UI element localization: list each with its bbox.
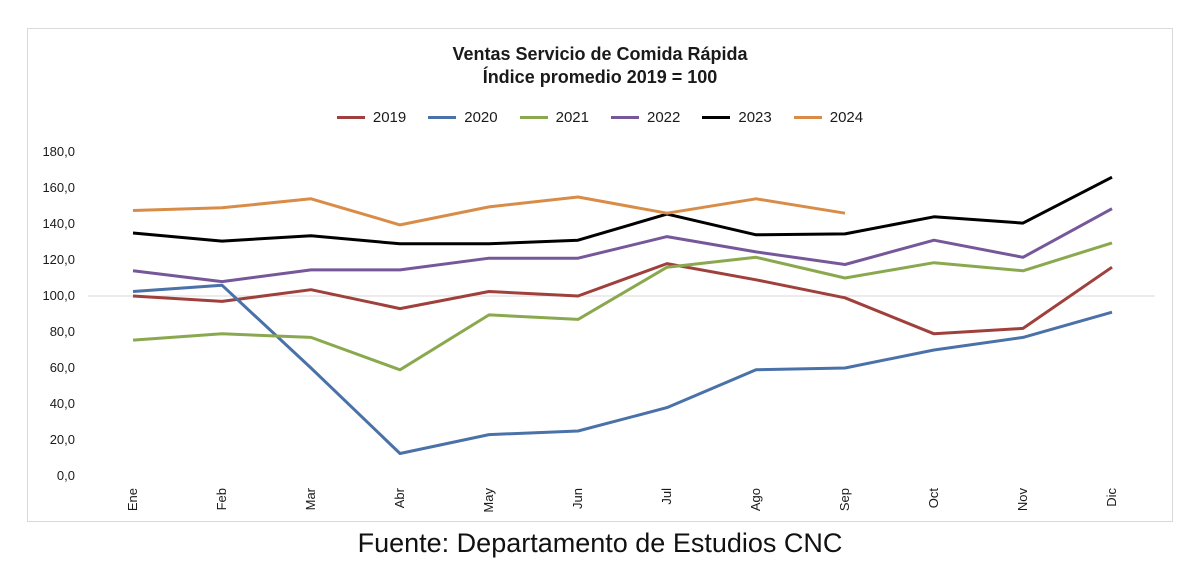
x-tick-label: Jun [570,488,585,509]
series-line-2021 [132,241,1113,372]
legend-label: 2020 [464,109,498,126]
legend-item-2022: 2022 [611,109,680,126]
chart-legend: 2019 2020 2021 2022 2023 2024 [0,109,1200,126]
x-tick-label: Sep [837,488,852,511]
x-tick-label: Ago [748,488,763,511]
legend-item-2024: 2024 [793,109,864,126]
legend-swatch [336,116,365,119]
legend-label: 2021 [555,109,589,126]
legend-swatch [702,116,731,119]
legend-swatch [793,116,822,119]
series-line-2022 [132,207,1113,284]
y-tick-label: 40,0 [50,396,75,411]
legend-item-2019: 2019 [336,109,407,126]
x-tick-label: May [481,488,496,513]
y-tick-label: 120,0 [42,252,75,267]
legend-swatch [519,116,548,119]
x-tick-label: Feb [214,488,229,510]
series-line-2023 [132,175,1113,246]
x-tick-label: Mar [303,487,318,510]
y-tick-label: 20,0 [50,432,75,447]
source-note: Fuente: Departamento de Estudios CNC [357,528,843,558]
chart-frame [27,28,1173,522]
series-line-2024 [132,195,846,227]
chart-subtitle: Índice promedio 2019 = 100 [482,67,718,87]
x-tick-label: Ene [125,488,140,511]
legend-label: 2023 [738,109,772,126]
series-line-2020 [132,283,1113,455]
chart-title: Ventas Servicio de Comida Rápida [452,44,748,64]
legend-item-2023: 2023 [702,109,772,126]
x-tick-label: Abr [392,487,407,508]
y-tick-label: 60,0 [50,360,75,375]
legend-swatch [611,116,639,119]
legend-label: 2024 [829,109,864,126]
x-tick-label: Dic [1104,488,1119,507]
x-tick-label: Jul [659,488,674,505]
legend-label: 2022 [647,109,681,126]
y-tick-label: 0,0 [57,468,75,483]
series-line-2019 [132,262,1113,336]
x-tick-label: Oct [926,488,941,509]
legend-label: 2019 [372,109,407,126]
y-tick-label: 180,0 [42,144,75,159]
y-tick-label: 80,0 [50,324,75,339]
legend-item-2020: 2020 [428,109,498,126]
y-tick-label: 160,0 [42,180,75,195]
legend-item-2021: 2021 [519,109,589,126]
y-tick-label: 140,0 [42,216,75,231]
x-tick-label: Nov [1015,488,1030,512]
y-tick-label: 100,0 [42,288,75,303]
legend-swatch [428,116,457,119]
